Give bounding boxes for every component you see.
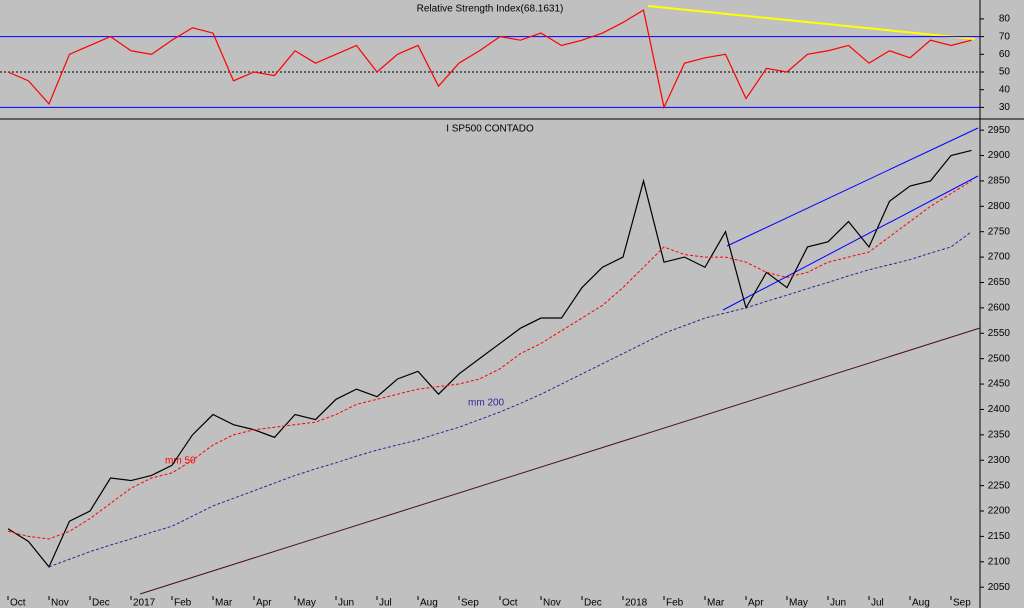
x-tick-label: Apr	[256, 598, 272, 608]
series-line	[7, 180, 972, 540]
y-tick-label: 2700	[988, 252, 1011, 263]
y-tick-label: 40	[999, 84, 1011, 95]
x-tick-label: May	[297, 598, 316, 608]
x-tick-label: May	[789, 598, 808, 608]
x-tick-label: Jun	[830, 598, 846, 608]
y-tick-label: 30	[999, 102, 1011, 113]
y-tick-label: 2350	[988, 429, 1011, 440]
channel-upper	[726, 127, 979, 247]
y-tick-label: 80	[999, 14, 1011, 25]
y-tick-label: 2950	[988, 125, 1011, 136]
y-tick-label: 2500	[988, 353, 1011, 364]
y-tick-label: 2400	[988, 404, 1011, 415]
series-line	[7, 9, 972, 110]
x-tick-label: Mar	[215, 598, 233, 608]
y-tick-label: 70	[999, 31, 1011, 42]
x-tick-label: Nov	[543, 598, 561, 608]
x-tick-label: Jun	[338, 598, 354, 608]
x-tick-label: 2018	[625, 598, 648, 608]
series-line	[7, 149, 972, 569]
y-tick-label: 2100	[988, 556, 1011, 567]
long-trend-line	[139, 327, 981, 595]
x-tick-label: Aug	[420, 598, 438, 608]
y-tick-label: 2650	[988, 277, 1011, 288]
ma50-label: mm 50	[165, 456, 196, 467]
y-tick-label: 2150	[988, 531, 1011, 542]
x-tick-label: Oct	[10, 598, 26, 608]
y-tick-label: 60	[999, 49, 1011, 60]
y-tick-label: 2600	[988, 303, 1011, 314]
y-tick-label: 2300	[988, 455, 1011, 466]
x-tick-label: Jul	[871, 598, 884, 608]
y-tick-label: 2450	[988, 379, 1011, 390]
price-title: I SP500 CONTADO	[446, 124, 534, 135]
x-tick-label: Mar	[707, 598, 725, 608]
y-tick-label: 2800	[988, 201, 1011, 212]
x-tick-label: Feb	[174, 598, 192, 608]
y-tick-label: 2850	[988, 176, 1011, 187]
y-tick-label: 2550	[988, 328, 1011, 339]
x-tick-label: Dec	[584, 598, 602, 608]
x-tick-label: 2017	[133, 598, 156, 608]
x-tick-label: Sep	[953, 598, 971, 608]
y-tick-label: 2900	[988, 150, 1011, 161]
x-tick-label: Apr	[748, 598, 764, 608]
x-tick-label: Nov	[51, 598, 69, 608]
channel-lower	[722, 175, 979, 311]
y-tick-label: 50	[999, 67, 1011, 78]
y-tick-label: 2750	[988, 226, 1011, 237]
trend-line	[647, 5, 976, 40]
x-tick-label: Jul	[379, 598, 392, 608]
y-tick-label: 2050	[988, 582, 1011, 593]
y-tick-label: 2200	[988, 506, 1011, 517]
x-tick-label: Sep	[461, 598, 479, 608]
x-tick-label: Dec	[92, 598, 110, 608]
ma200-label: mm 200	[468, 398, 505, 409]
rsi-title: Relative Strength Index(68.1631)	[417, 4, 564, 15]
x-tick-label: Feb	[666, 598, 684, 608]
y-tick-label: 2250	[988, 480, 1011, 491]
x-tick-label: Oct	[502, 598, 518, 608]
x-tick-label: Aug	[912, 598, 930, 608]
series-line	[48, 231, 972, 568]
